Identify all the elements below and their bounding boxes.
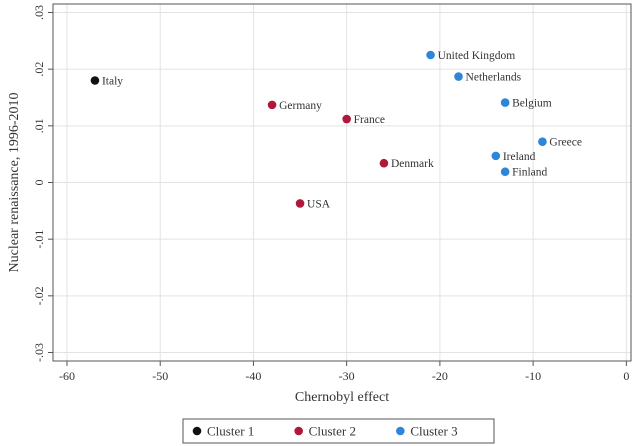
y-tick-label: .02 xyxy=(32,62,46,77)
point-label-belgium: Belgium xyxy=(512,98,552,110)
legend-marker-1 xyxy=(192,426,202,436)
point-belgium xyxy=(500,98,510,107)
x-tick-label: -40 xyxy=(245,369,261,383)
y-tick-label: .01 xyxy=(32,118,46,133)
x-tick-label: -30 xyxy=(339,369,355,383)
point-united-kingdom xyxy=(426,50,435,60)
point-france xyxy=(342,114,351,124)
y-axis-title: Nuclear renaissance, 1996-2010 xyxy=(7,93,22,273)
legend-marker-3 xyxy=(396,426,405,436)
x-axis-title: Chernobyl effect xyxy=(295,390,389,405)
y-tick-label: -.03 xyxy=(32,343,46,362)
point-label-netherlands: Netherlands xyxy=(466,72,522,84)
points-layer: Italy Germany France Denmark USA United Kingd… xyxy=(90,50,582,210)
point-label-germany: Germany xyxy=(279,100,322,112)
point-germany xyxy=(267,100,277,110)
point-label-france: France xyxy=(354,114,385,126)
x-tick-label: -20 xyxy=(432,369,448,383)
y-tick-label: 0 xyxy=(32,180,46,186)
x-tick-label: -10 xyxy=(525,369,541,383)
legend: Cluster 1 Cluster 2 Cluster 3 xyxy=(182,418,495,444)
x-tick-label: -60 xyxy=(59,369,75,383)
y-tick-label: -.02 xyxy=(32,286,46,305)
point-label-finland: Finland xyxy=(512,167,547,179)
point-ireland xyxy=(491,151,501,161)
x-tick-label: -50 xyxy=(152,369,168,383)
legend-label-2: Cluster 2 xyxy=(309,424,356,439)
axes-layer: -60 -50 -40 -30 -20 -10 0 -.03 -.02 -.01 0 .01 .02 .0… xyxy=(32,3,632,383)
point-italy xyxy=(90,76,100,85)
x-tick-label: 0 xyxy=(623,369,629,383)
point-label-ireland: Ireland xyxy=(503,151,536,163)
grid-layer xyxy=(53,4,631,361)
point-label-usa: USA xyxy=(307,198,331,210)
point-label-denmark: Denmark xyxy=(391,158,434,170)
legend-box xyxy=(182,418,495,444)
point-label-italy: Italy xyxy=(102,76,123,88)
legend-label-1: Cluster 1 xyxy=(207,424,254,439)
legend-label-3: Cluster 3 xyxy=(410,424,457,439)
point-denmark xyxy=(379,158,389,168)
legend-marker-2 xyxy=(294,426,303,436)
point-usa xyxy=(295,199,305,208)
y-tick-label: .03 xyxy=(32,5,46,20)
point-netherlands xyxy=(454,72,463,81)
point-finland xyxy=(500,167,510,177)
point-label-united-kingdom: United Kingdom xyxy=(438,50,516,62)
point-label-greece: Greece xyxy=(549,137,582,149)
y-tick-label: -.01 xyxy=(32,230,46,249)
point-greece xyxy=(538,137,547,146)
